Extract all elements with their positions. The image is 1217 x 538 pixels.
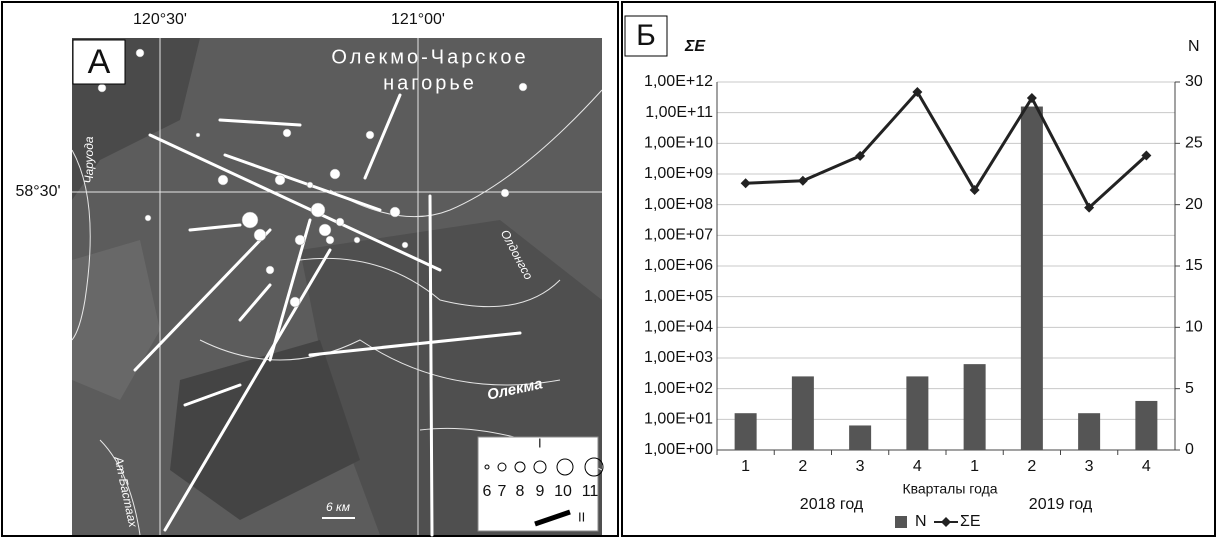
y-tick-label: 1,00E+08: [644, 196, 713, 213]
legend-label: 6: [483, 483, 492, 500]
y2-tick-label: 0: [1185, 441, 1194, 458]
y-tick-label: 1,00E+07: [644, 227, 713, 244]
y-tick-label: 1,00E+09: [644, 165, 713, 182]
lat-label: 58°30': [15, 183, 60, 200]
lon-label: 120°30': [133, 11, 187, 28]
bar: [849, 425, 871, 450]
lon-label: 121°00': [391, 11, 445, 28]
figure: I 6 7 8 9 10 11 II А 120°30' 121°00' 58°…: [0, 0, 1217, 538]
bar: [906, 376, 928, 450]
river-label: Чаруода: [82, 136, 96, 183]
y-tick-label: 1,00E+06: [644, 257, 713, 274]
y-tick-label: 1,00E+02: [644, 380, 713, 397]
y2-axis-title: N: [1188, 38, 1200, 55]
legend-label: 11: [582, 483, 599, 500]
y-tick-label: 1,00E+04: [644, 319, 713, 336]
y-tick-label: 1,00E+12: [644, 73, 713, 90]
panel-label: А: [88, 43, 111, 81]
y-axis-title: ΣE: [684, 38, 706, 55]
panel-label: Б: [636, 19, 656, 52]
y-tick-label: 1,00E+01: [644, 411, 713, 428]
plot: 1,00E+00 1,00E+01 1,00E+02 1,00E+03 1,00E+04…: [644, 73, 1203, 530]
legend-label: 10: [554, 483, 572, 500]
x-axis-title: Кварталы года: [902, 481, 997, 497]
y-tick-label: 1,00E+00: [644, 441, 713, 458]
legend-label: 8: [516, 483, 525, 500]
legend-label: I: [538, 435, 542, 450]
x-tick-label: 1: [741, 458, 750, 475]
map: I 6 7 8 9 10 11 II А 120°30' 121°00' 58°…: [15, 11, 603, 535]
y2-tick-label: 30: [1185, 73, 1203, 90]
y2-tick-label: 15: [1185, 257, 1203, 274]
x-tick-label: 3: [1085, 458, 1094, 475]
x-tick-label: 4: [913, 458, 922, 475]
y-tick-label: 1,00E+11: [645, 104, 713, 121]
line: [746, 92, 1147, 208]
legend-swatch: [941, 517, 951, 527]
y2-tick-label: 10: [1185, 319, 1203, 336]
legend-label: ΣE: [960, 513, 981, 530]
legend-label: 7: [498, 483, 507, 500]
bar: [735, 413, 757, 450]
group-label: 2018 год: [800, 496, 864, 513]
bar: [964, 364, 986, 450]
marker: [798, 176, 808, 186]
bar: [792, 376, 814, 450]
bar: [1135, 401, 1157, 450]
y2-tick-label: 20: [1185, 196, 1203, 213]
marker: [741, 178, 751, 188]
scale-label: 6 км: [326, 500, 350, 514]
group-label: 2019 год: [1029, 496, 1093, 513]
legend-label: 9: [536, 483, 545, 500]
page: {"map":{"panel_label":"А","lon_labels":[…: [0, 0, 1217, 538]
y-tick-label: 1,00E+05: [644, 288, 713, 305]
y-tick-label: 1,00E+10: [644, 135, 713, 152]
x-tick-label: 2: [798, 458, 807, 475]
x-tick-label: 3: [856, 458, 865, 475]
y2-tick-label: 25: [1185, 135, 1203, 152]
x-tick-label: 4: [1142, 458, 1151, 475]
bar: [1021, 107, 1043, 450]
region-label: нагорье: [383, 72, 477, 94]
legend-swatch: [895, 516, 907, 528]
bar: [1078, 413, 1100, 450]
legend-label: N: [915, 513, 927, 530]
legend-label: II: [578, 509, 585, 524]
region-label: Олекмо-Чарское: [331, 46, 528, 68]
x-tick-label: 2: [1027, 458, 1036, 475]
map-legend: I 6 7 8 9 10 11 II: [478, 435, 603, 531]
y-tick-label: 1,00E+03: [644, 349, 713, 366]
x-tick-label: 1: [970, 458, 979, 475]
y2-tick-label: 5: [1185, 380, 1194, 397]
